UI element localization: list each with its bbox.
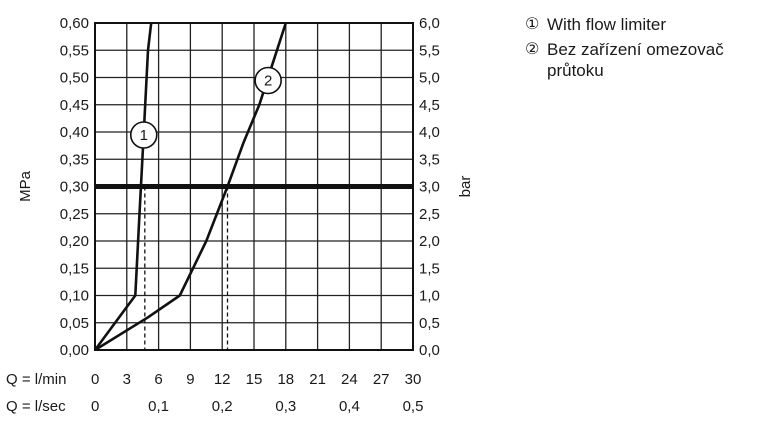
y-tick-left-1: 0,05 (60, 315, 89, 332)
x-tick-row1-6: 6 (154, 371, 162, 388)
x-tick-row1-24: 24 (341, 371, 358, 388)
y-tick-left-11: 0,55 (60, 42, 89, 59)
y-tick-left-9: 0,45 (60, 97, 89, 114)
x-tick-row2-0: 0 (91, 398, 99, 415)
x-tick-row1-30: 30 (405, 371, 422, 388)
y-tick-left-3: 0,15 (60, 260, 89, 277)
y-axis-left: 0,00 0,05 0,10 0,15 0,20 0,25 0,30 0,35 0,40 0,45… (17, 15, 89, 359)
dashed-drop-lines (144, 186, 229, 350)
y-axis-label-left: MPa (17, 170, 34, 202)
x-tick-row2-0-3: 0,3 (275, 398, 296, 415)
plot-frame (94, 22, 414, 351)
legend-marker-2: ② (525, 41, 540, 58)
x-axis-rows: Q = l/min 0 3 6 9 12 15 18 21 24 27 30 Q = l/sec 0 0,1… (6, 371, 423, 415)
y-tick-right-8: 4,0 (419, 124, 440, 141)
y-tick-left-7: 0,35 (60, 151, 89, 168)
y-tick-right-12: 6,0 (419, 15, 440, 32)
y-tick-left-5: 0,25 (60, 206, 89, 223)
x-tick-row2-0-2: 0,2 (212, 398, 233, 415)
x-tick-row2-0-4: 0,4 (339, 398, 360, 415)
y-tick-left-0: 0,00 (60, 342, 89, 359)
x-tick-row1-0: 0 (91, 371, 99, 388)
x-tick-row1-27: 27 (373, 371, 390, 388)
y-tick-right-11: 5,5 (419, 42, 440, 59)
x-axis-label-row-1: Q = l/min (6, 371, 66, 388)
series-markers: 12 (129, 66, 282, 149)
x-tick-row1-21: 21 (309, 371, 326, 388)
x-tick-row1-15: 15 (246, 371, 263, 388)
x-axis-label-row-2: Q = l/sec (6, 398, 66, 415)
y-tick-left-2: 0,10 (60, 288, 89, 305)
y-tick-right-3: 1,5 (419, 260, 440, 277)
legend: ① With flow limiter ② Bez zařízení omezo… (525, 14, 775, 85)
y-tick-right-5: 2,5 (419, 206, 440, 223)
legend-label-1: With flow limiter (547, 15, 667, 34)
legend-item-1: ① With flow limiter (525, 14, 775, 35)
legend-marker-1: ① (525, 16, 540, 33)
y-tick-left-8: 0,40 (60, 124, 89, 141)
y-tick-right-6: 3,0 (419, 179, 440, 196)
series-marker-label-1: 1 (140, 127, 148, 144)
y-axis-label-right: bar (457, 176, 474, 198)
x-tick-row1-9: 9 (186, 371, 194, 388)
plot-border (94, 22, 414, 351)
series-marker-circle-2 (254, 66, 282, 95)
y-tick-right-4: 2,0 (419, 233, 440, 250)
x-tick-row2-0-1: 0,1 (148, 398, 169, 415)
legend-label-2: Bez zařízení omezovač průtoku (547, 40, 724, 80)
x-tick-row1-18: 18 (277, 371, 294, 388)
y-tick-left-4: 0,20 (60, 233, 89, 250)
y-tick-right-0: 0,0 (419, 342, 440, 359)
series-marker-label-2: 2 (264, 73, 272, 90)
series-marker-circle-1 (129, 121, 158, 149)
x-tick-row1-3: 3 (123, 371, 131, 388)
y-tick-left-10: 0,50 (60, 70, 89, 87)
y-tick-left-12: 0,60 (60, 15, 89, 32)
y-tick-right-2: 1,0 (419, 288, 440, 305)
x-tick-row1-12: 12 (214, 371, 231, 388)
y-tick-right-7: 3,5 (419, 151, 440, 168)
y-tick-right-9: 4,5 (419, 97, 440, 114)
x-tick-row2-0-5: 0,5 (403, 398, 424, 415)
series-line-1 (93, 22, 153, 351)
y-tick-right-1: 0,5 (419, 315, 440, 332)
y-tick-right-10: 5,0 (419, 70, 440, 87)
y-tick-left-6: 0,30 (60, 179, 89, 196)
y-axis-right: 0,0 0,5 1,0 1,5 2,0 2,5 3,0 3,5 4,0 4,5 5,0 5,5 6,0 b… (419, 15, 474, 359)
legend-item-2: ② Bez zařízení omezovač průtoku (525, 39, 775, 81)
